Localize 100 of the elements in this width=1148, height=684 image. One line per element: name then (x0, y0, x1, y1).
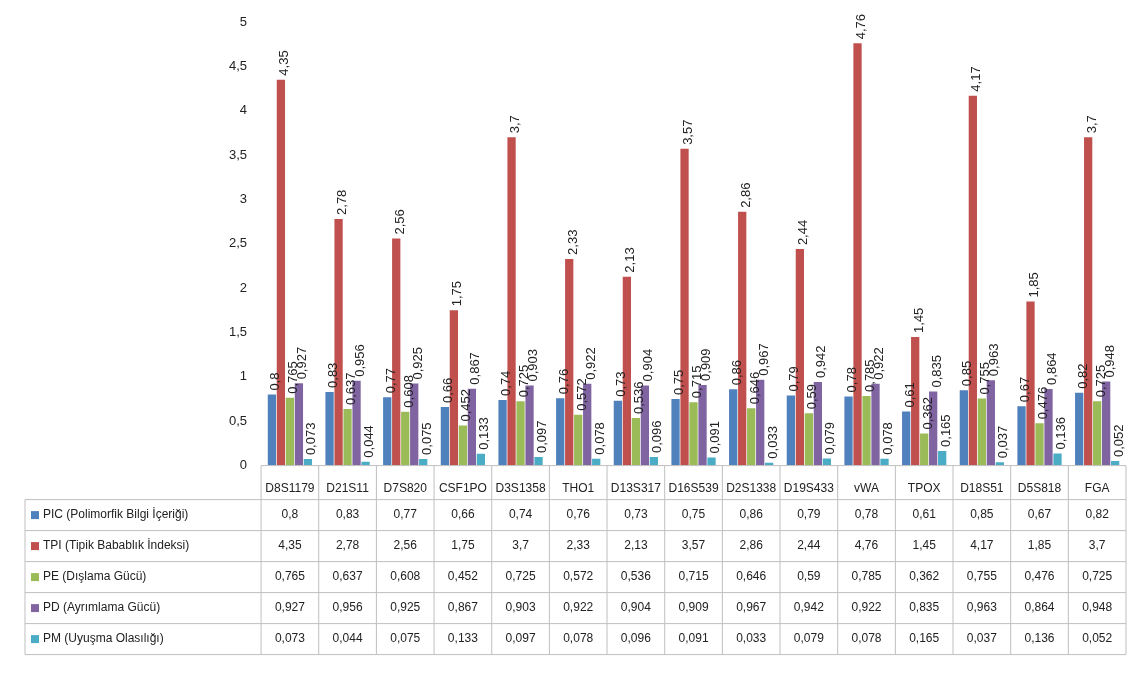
bar (1093, 401, 1102, 466)
text: 0,133 (476, 417, 492, 450)
bar (707, 457, 716, 466)
x-tick-label: CSF1PO (438, 481, 487, 496)
data-label: 0,74 (508, 507, 533, 522)
data-label: 0,091 (678, 631, 709, 646)
data-label: 4,76 (854, 538, 879, 553)
bar (556, 398, 565, 466)
bar (880, 458, 889, 466)
y-tick-label: 0 (239, 457, 248, 473)
data-label: 1,85 (1027, 538, 1052, 553)
text: 0,835 (928, 354, 944, 388)
data-label: 0,646 (736, 569, 767, 584)
data-label: 0,942 (793, 600, 825, 615)
data-label: 0,078 (563, 631, 594, 646)
bar (343, 409, 352, 466)
text: 0,165 (937, 414, 953, 447)
x-tick-label: D8S1179 (265, 481, 315, 496)
data-label: 0,075 (390, 631, 421, 646)
text: 0,61 (901, 382, 917, 408)
x-tick-label: D2S1338 (726, 481, 777, 496)
data-label: 0,725 (1082, 569, 1113, 584)
text: 0,73 (613, 371, 629, 397)
text: 0,097 (534, 420, 550, 453)
data-label: 0,66 (451, 507, 475, 522)
x-tick-label: FGA (1084, 481, 1110, 496)
y-tick-label: 2,5 (228, 235, 248, 251)
text: 1,85 (1026, 272, 1042, 298)
data-label: 0,75 (681, 507, 706, 522)
legend-label: PE (Dışlama Gücü) (43, 569, 147, 584)
text: 0,033 (764, 426, 780, 459)
text: 2,86 (737, 182, 753, 208)
text: 0,052 (1110, 424, 1126, 457)
bar (1053, 453, 1062, 466)
text: 0,78 (844, 367, 860, 393)
y-tick-label: 3 (239, 191, 248, 207)
bar (574, 414, 583, 466)
data-label: 0,77 (393, 507, 418, 522)
data-label: 0,572 (563, 569, 594, 584)
y-tick-label: 0,5 (228, 412, 248, 428)
x-tick-label: TPOX (907, 481, 941, 496)
text: 0,096 (649, 420, 665, 454)
bar (401, 411, 410, 466)
x-tick-label: D19S433 (783, 481, 835, 496)
text: 4,76 (853, 13, 869, 40)
data-label: 0,8 (281, 507, 299, 522)
text: 2,13 (622, 247, 638, 273)
legend-label: TPI (Tipik Babablık İndeksi) (43, 538, 190, 553)
bar (1017, 406, 1026, 466)
data-label: 2,33 (566, 538, 591, 553)
text: 0,476 (1035, 386, 1051, 420)
data-label: 0,61 (912, 507, 937, 522)
data-label: 0,097 (505, 631, 536, 646)
text: 0,044 (361, 425, 377, 458)
data-label: 2,13 (624, 538, 648, 553)
text: 0,75 (671, 369, 687, 396)
bar (458, 425, 468, 466)
x-tick-label: D13S317 (610, 481, 662, 496)
data-label: 3,57 (681, 538, 706, 553)
data-label: 0,078 (851, 631, 882, 646)
x-tick-label: D5S818 (1017, 481, 1062, 496)
data-label: 0,476 (1024, 569, 1055, 584)
bar (844, 396, 853, 466)
y-tick-label: 1 (239, 368, 248, 384)
data-label: 0,79 (797, 507, 821, 522)
bar (440, 407, 450, 466)
data-label: 1,45 (912, 538, 937, 553)
data-label: 0,785 (851, 569, 882, 584)
text: 0,85 (959, 360, 975, 387)
data-label: 0,903 (505, 600, 536, 615)
x-tick-label: D18S51 (960, 481, 1004, 496)
text: 0,86 (728, 359, 744, 386)
text: 0,82 (1074, 363, 1090, 389)
text: 2,56 (391, 209, 407, 235)
data-label: 0,83 (335, 507, 360, 522)
text: 0,8 (267, 372, 283, 391)
data-label: 0,922 (851, 600, 882, 615)
data-label: 1,75 (451, 538, 475, 553)
text: 0,77 (382, 367, 398, 394)
text: 0,83 (325, 362, 341, 388)
y-tick-label: 4,5 (228, 57, 248, 73)
x-tick-label: D16S539 (668, 481, 719, 496)
x-tick-label: vWA (854, 481, 879, 496)
text: 2,33 (564, 229, 580, 255)
data-label: 3,7 (1088, 538, 1106, 553)
data-label: 0,637 (332, 569, 363, 584)
text: 0,079 (822, 422, 838, 455)
text: 3,7 (1083, 115, 1099, 134)
bar (671, 399, 680, 466)
data-label: 0,073 (274, 631, 306, 646)
data-label: 0,133 (447, 631, 479, 646)
data-label: 0,052 (1082, 631, 1113, 646)
x-tick-label: D21S11 (326, 481, 370, 496)
bar (649, 457, 658, 466)
data-label: 0,715 (678, 569, 709, 584)
x-tick-label: THO1 (562, 481, 595, 496)
text: 0,76 (555, 368, 571, 395)
bar (1035, 423, 1044, 466)
data-label: 0,037 (966, 631, 998, 646)
data-label: 0,67 (1027, 507, 1052, 522)
